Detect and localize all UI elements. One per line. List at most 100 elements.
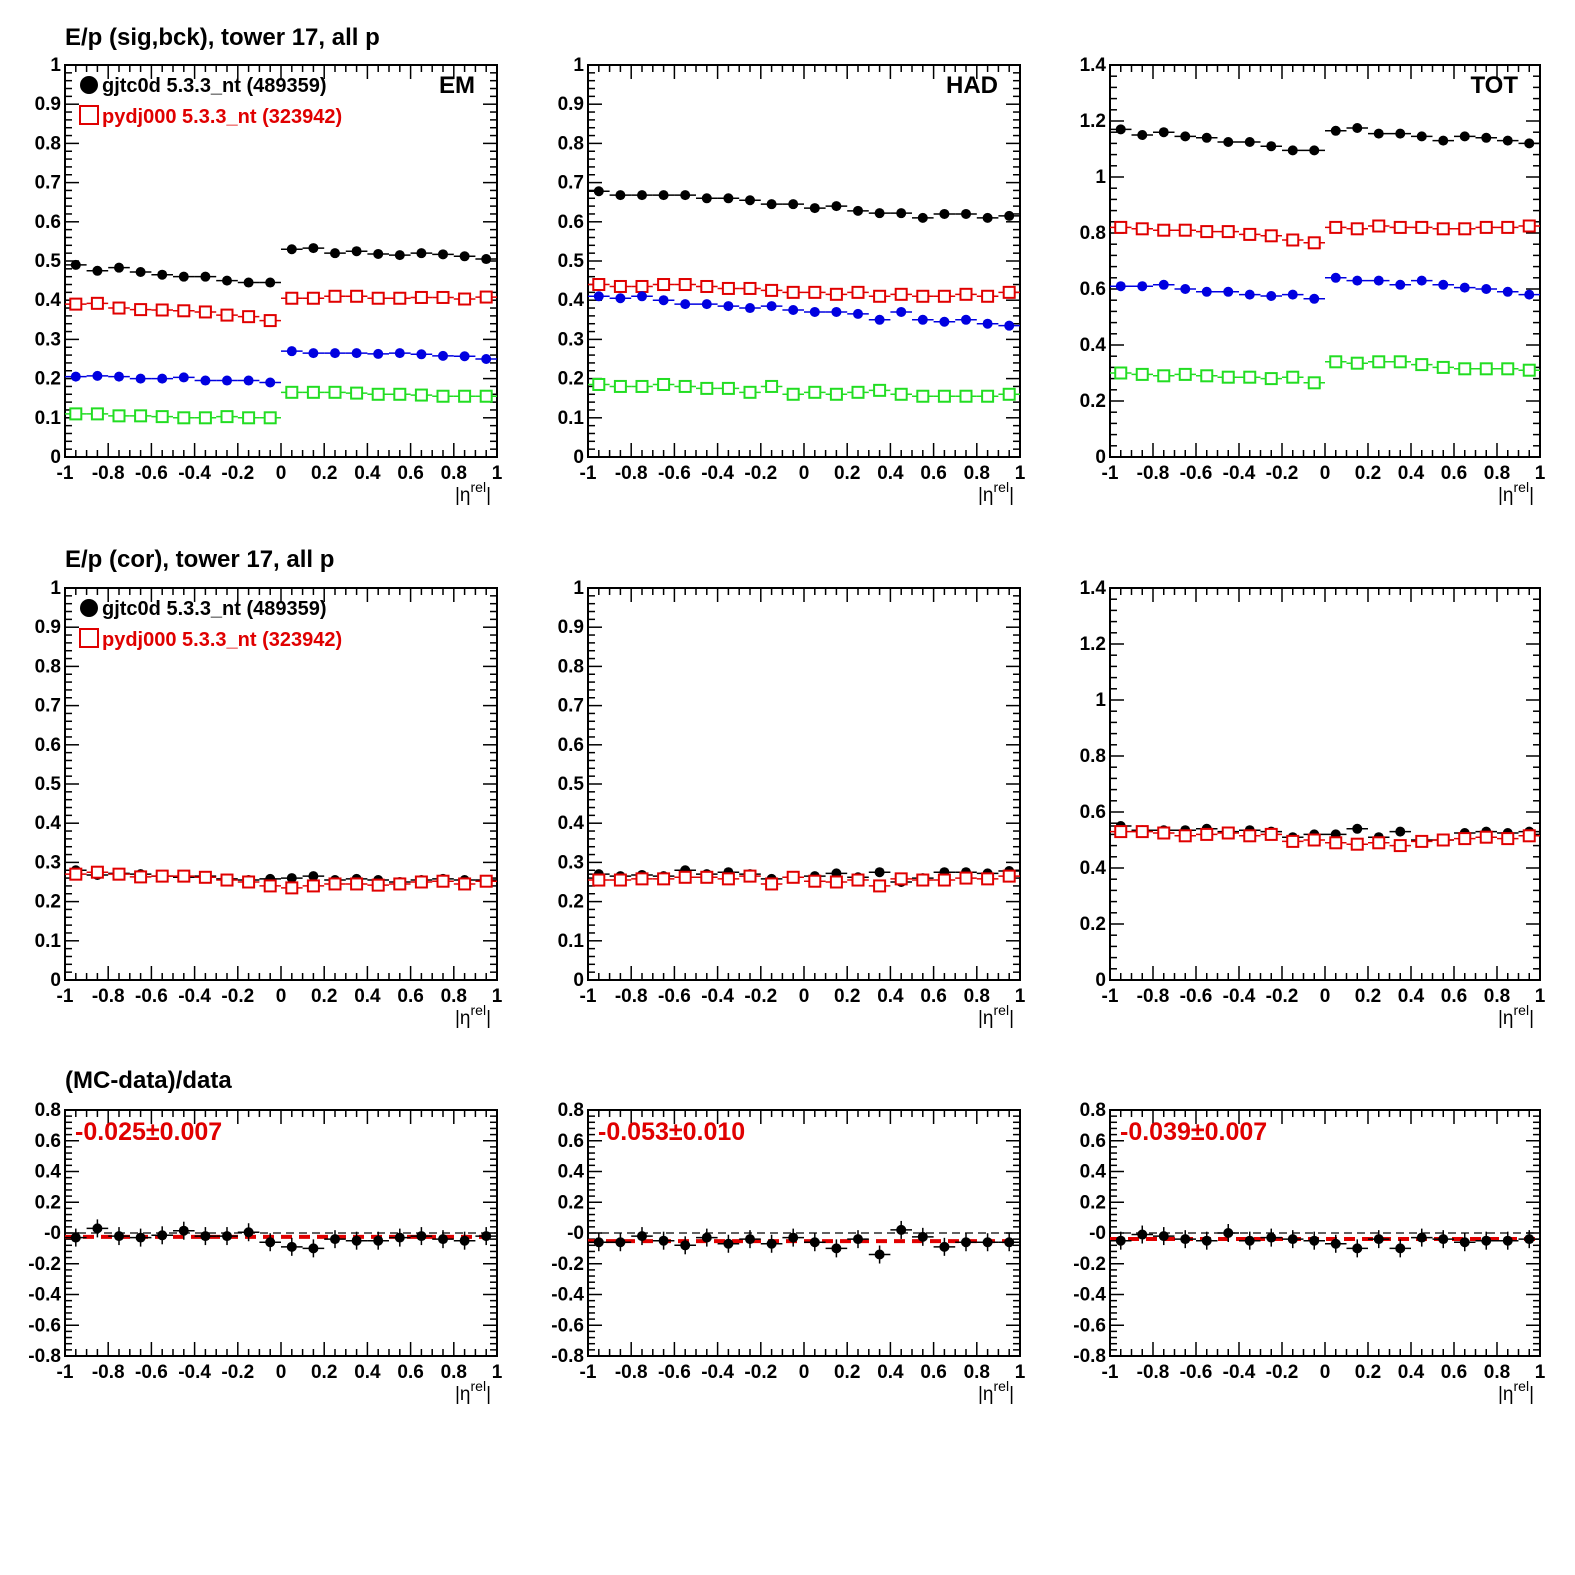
data-point — [1481, 132, 1492, 143]
y-tick-label: 0.8 — [35, 1100, 61, 1121]
data-point — [917, 314, 928, 325]
plot-frame — [587, 64, 1021, 458]
data-point — [286, 346, 297, 357]
series-data_bck — [1110, 272, 1540, 304]
data-point — [155, 410, 169, 424]
data-point — [788, 305, 799, 315]
data-point — [286, 244, 297, 255]
x-tick-label: 0.2 — [834, 986, 860, 1007]
y-tick-label: 0.7 — [558, 696, 584, 717]
data-point — [112, 867, 126, 881]
data-point — [765, 379, 779, 393]
data-point — [1309, 1235, 1320, 1246]
data-point — [1244, 1235, 1255, 1246]
x-tick-label: 0 — [1320, 1362, 1331, 1383]
data-point — [371, 878, 385, 892]
data-point — [937, 873, 951, 887]
data-point — [1393, 220, 1407, 234]
data-point — [1137, 1229, 1148, 1240]
y-tick-label: 0.3 — [35, 329, 61, 350]
x-tick-label: 0 — [1320, 463, 1331, 484]
x-tick-label: 0.6 — [1441, 986, 1467, 1007]
x-tick-label: 0.8 — [964, 1362, 990, 1383]
data-point — [243, 375, 254, 386]
x-tick-label: -0.6 — [658, 1362, 691, 1383]
x-axis-title: |ηrel| — [1498, 479, 1534, 506]
y-tick-label: 0.8 — [35, 656, 61, 677]
data-point — [1352, 1243, 1363, 1254]
data-point — [1115, 1235, 1126, 1246]
x-tick-label: 0.2 — [1355, 986, 1381, 1007]
data-point — [69, 867, 83, 881]
y-tick-label: 0.5 — [558, 774, 585, 795]
data-point — [436, 389, 450, 403]
x-tick-label: -1 — [580, 1362, 597, 1383]
series-mc — [588, 869, 1020, 893]
panel-r1-c0: -1 -0.8 -0.6 -0.4 -0.2 0 0.2 0.4 0.6 0.8 1|ηrel|00… — [35, 578, 503, 1029]
data-point — [678, 379, 692, 393]
panel-r0-c0: -1 -0.8 -0.6 -0.4 -0.2 0 0.2 0.4 0.6 0.8 1|ηrel|00… — [35, 55, 503, 506]
data-point — [135, 373, 146, 384]
x-tick-label: 0.4 — [1398, 986, 1425, 1007]
data-point — [1135, 367, 1149, 381]
data-point — [1264, 229, 1278, 243]
data-point — [831, 201, 842, 212]
series-data — [1110, 123, 1540, 156]
data-point — [416, 1231, 427, 1242]
data-point — [658, 190, 669, 201]
data-point — [896, 1224, 907, 1235]
data-point — [1524, 1234, 1535, 1245]
data-point — [894, 387, 908, 401]
y-tick-label: 0.4 — [558, 290, 585, 311]
y-tick-label: 0.4 — [1080, 335, 1107, 356]
x-tick-label: -0.6 — [1180, 1362, 1213, 1383]
data-point — [723, 193, 734, 204]
data-point — [330, 348, 340, 359]
data-point — [1438, 135, 1449, 146]
y-tick-label: 0.6 — [558, 735, 584, 756]
y-tick-label: 0.6 — [35, 735, 61, 756]
data-point — [1223, 286, 1234, 297]
data-point — [592, 377, 606, 391]
data-point — [680, 190, 691, 201]
data-point — [1502, 286, 1513, 297]
data-point — [1459, 1237, 1470, 1248]
x-tick-label: 0.8 — [964, 463, 990, 484]
legend-entry-mc: pydj000 5.3.3_nt (323942) — [102, 629, 342, 651]
y-tick-label: -0.8 — [551, 1346, 584, 1367]
y-tick-label: -0.4 — [551, 1285, 584, 1306]
data-point — [873, 383, 887, 397]
data-point — [1438, 1234, 1449, 1245]
data-point — [937, 289, 951, 303]
data-point — [896, 306, 907, 317]
data-point — [1522, 363, 1536, 377]
data-point — [937, 389, 951, 403]
y-tick-label: 1 — [573, 578, 584, 599]
y-tick-label: 0 — [1095, 970, 1106, 991]
data-point — [1350, 837, 1364, 851]
data-point — [436, 290, 450, 304]
data-point — [1135, 222, 1149, 236]
panel-r0-c1: -1 -0.8 -0.6 -0.4 -0.2 0 0.2 0.4 0.6 0.8 1|ηrel|00… — [558, 55, 1026, 506]
x-tick-label: -0.4 — [178, 1362, 211, 1383]
data-point — [328, 385, 342, 399]
x-tick-label: 1 — [1535, 463, 1546, 484]
x-tick-label: 0.8 — [1484, 1362, 1510, 1383]
x-tick-label: -0.2 — [221, 463, 254, 484]
data-point — [592, 873, 606, 887]
y-tick-label: -0 — [1089, 1223, 1106, 1244]
data-point — [1114, 220, 1128, 234]
series-mc_bck — [65, 385, 497, 425]
data-point — [657, 377, 671, 391]
series-data — [65, 1219, 497, 1258]
data-point — [1459, 131, 1470, 142]
x-tick-label: 0.8 — [964, 986, 990, 1007]
data-point — [371, 387, 385, 401]
data-point — [894, 287, 908, 301]
data-point — [90, 865, 104, 879]
y-tick-label: 0 — [573, 447, 584, 468]
x-tick-label: -1 — [1102, 1362, 1119, 1383]
x-tick-label: 0 — [276, 1362, 287, 1383]
data-point — [373, 1235, 384, 1246]
data-point — [222, 1231, 232, 1242]
